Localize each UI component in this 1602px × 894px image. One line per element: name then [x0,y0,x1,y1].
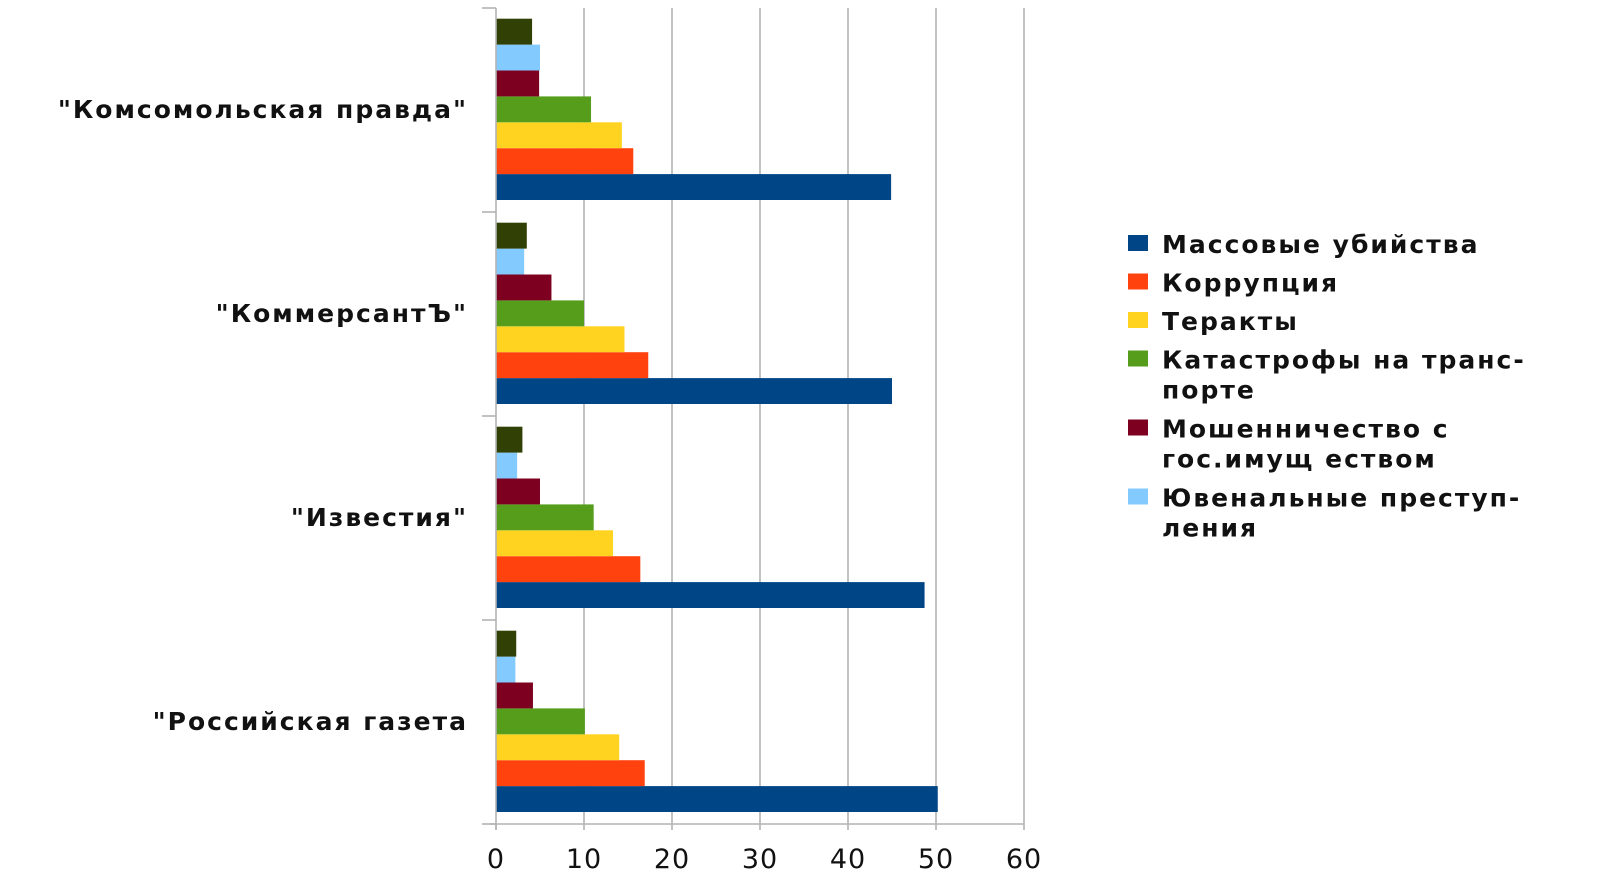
bar [496,174,892,200]
bar [496,70,540,97]
bar [496,300,584,327]
bar [496,452,518,479]
bar [496,760,645,787]
bar [496,122,622,149]
legend-label: Мошенничество с [1162,415,1450,444]
bar [496,326,625,353]
x-tick-label: 10 [566,844,602,875]
bar [496,582,925,608]
legend-swatch [1128,312,1148,328]
bar [496,222,527,249]
x-tick-label: 20 [654,844,690,875]
legend-swatch [1128,488,1148,505]
legend-label: гос.имущ еством [1162,445,1437,474]
legend-label: Катастрофы на транс- [1162,346,1526,375]
bar [496,352,649,379]
bar [496,786,938,812]
legend-label: Ювенальные преступ- [1162,484,1521,513]
legend-label: ления [1162,514,1258,543]
axis-layer: 0 10 20 30 40 50 60 "Комсомольская правда" "Комм… [58,7,1042,875]
legend: Массовые убийства Коррупция Теракты Катастр… [1128,230,1526,543]
bar [496,274,552,301]
category-label: "Российская газета [153,707,468,736]
legend-label: Массовые убийства [1162,230,1479,259]
bar [496,148,634,175]
legend-label: Коррупция [1162,269,1339,298]
bar [496,708,585,735]
x-tick-label: 60 [1006,844,1042,875]
grid-layer [583,8,1025,824]
bar [496,44,540,71]
legend-swatch [1128,235,1148,251]
bar [496,656,516,683]
x-tick-label: 0 [487,844,505,875]
legend-label: Теракты [1162,307,1299,336]
bar [496,18,533,45]
bar [496,734,620,761]
legend-swatch [1128,419,1148,436]
bar [496,504,594,531]
legend-label: порте [1162,376,1256,405]
legend-swatch [1128,273,1148,290]
bar [496,478,540,505]
x-tick-label: 30 [742,844,778,875]
bar [496,426,523,453]
bar [496,530,614,557]
category-label: "Известия" [291,503,468,532]
category-label: "Комсомольская правда" [58,95,468,124]
legend-swatch [1128,350,1148,367]
bar [496,682,533,709]
bar [496,96,592,123]
bar-layer [496,18,938,812]
x-tick-label: 50 [918,844,954,875]
bar [496,630,517,657]
bar [496,556,641,583]
x-tick-label: 40 [830,844,866,875]
bar [496,248,525,275]
category-label: "КоммерсантЪ" [216,299,468,328]
bar [496,378,892,404]
